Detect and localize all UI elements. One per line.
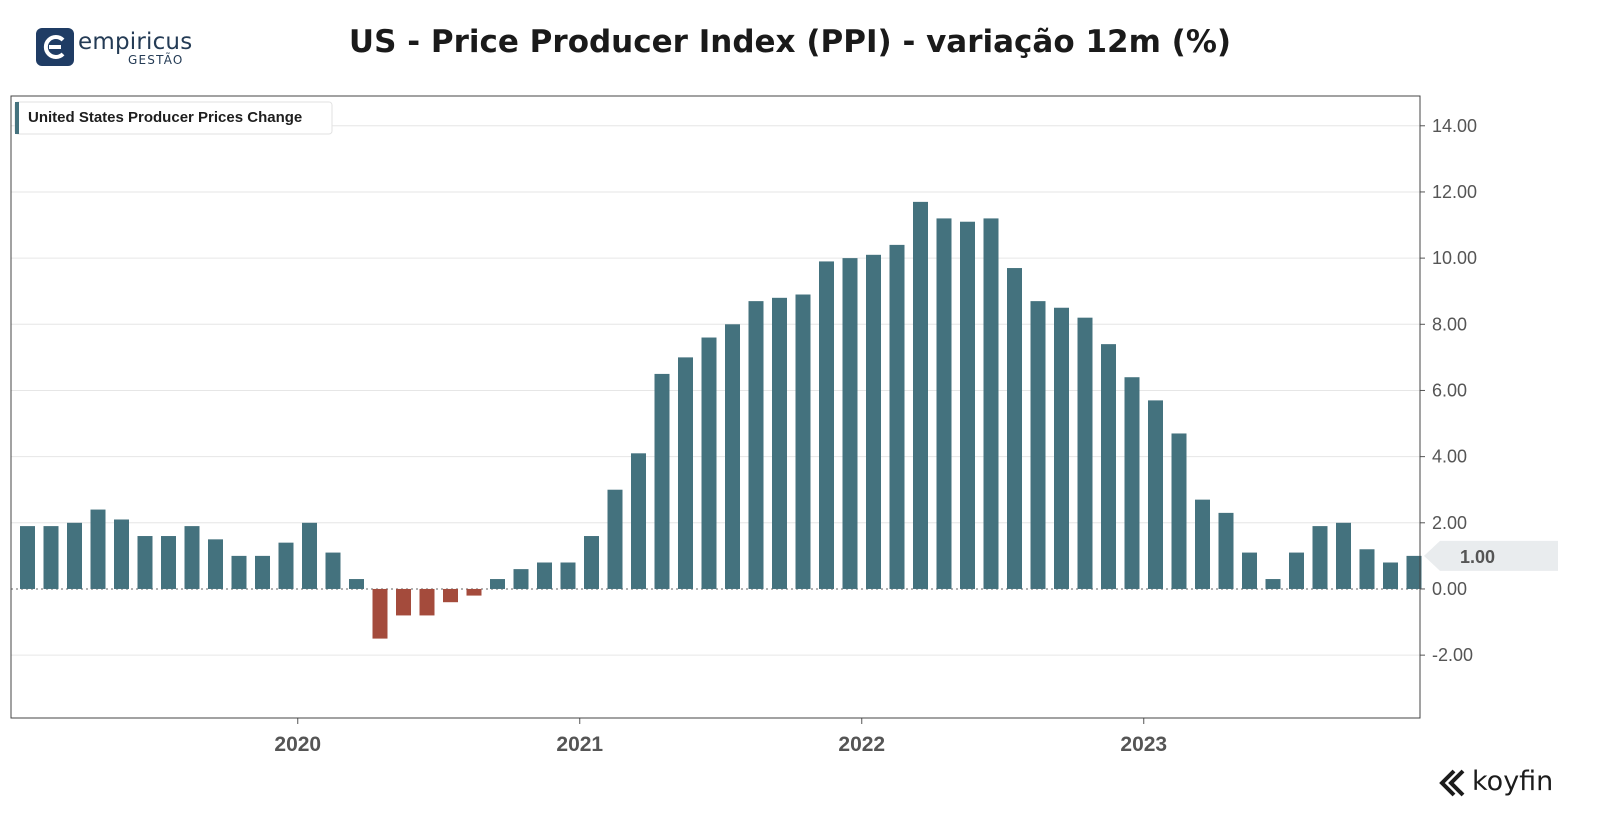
bar — [936, 218, 952, 589]
plot-frame — [10, 95, 1421, 719]
bar — [1124, 377, 1140, 589]
bar — [725, 324, 740, 589]
bar — [302, 522, 317, 589]
bar — [513, 569, 529, 589]
y-tick-label: -2.00 — [1432, 645, 1473, 665]
bar — [654, 373, 670, 589]
bar — [1195, 499, 1210, 589]
bar — [842, 258, 858, 589]
x-axis: 2020 2021 2022 2023 — [274, 718, 1167, 756]
bar — [607, 489, 623, 589]
x-tick-label: 2021 — [556, 733, 603, 756]
bar — [255, 555, 270, 589]
bar — [1383, 562, 1398, 589]
bar — [795, 294, 811, 589]
bar — [913, 201, 928, 589]
bar — [748, 301, 764, 589]
koyfin-brand: koyfin — [1438, 766, 1563, 800]
bar — [1242, 552, 1257, 589]
x-tick-label: 2022 — [838, 733, 885, 756]
logo-name: empiricus — [78, 29, 193, 55]
x-tick-label: 2020 — [274, 733, 321, 756]
bar — [584, 536, 599, 589]
bar — [1312, 526, 1328, 589]
bar — [90, 509, 106, 589]
bar — [20, 526, 35, 589]
bar — [537, 562, 552, 589]
bar — [1406, 555, 1422, 589]
bar — [443, 588, 458, 603]
bar — [43, 526, 59, 589]
y-tick-label: 8.00 — [1432, 314, 1467, 334]
bar — [231, 555, 247, 589]
bar — [137, 536, 153, 589]
bar — [1171, 433, 1187, 589]
bar — [1101, 344, 1116, 589]
y-tick-label: 6.00 — [1432, 380, 1467, 400]
bar — [1030, 301, 1046, 589]
bar — [466, 588, 482, 596]
last-value-label: 1.00 — [1460, 547, 1495, 567]
y-tick-label: 0.00 — [1432, 579, 1467, 599]
bar — [1148, 400, 1163, 589]
bar — [1054, 307, 1069, 589]
x-tick-label: 2023 — [1120, 733, 1167, 756]
bar-series — [20, 201, 1422, 639]
koyfin-logo-icon — [1439, 769, 1465, 797]
bar — [349, 579, 364, 589]
bar — [67, 522, 82, 589]
bar — [419, 588, 435, 616]
bar — [560, 562, 576, 589]
y-tick-label: 4.00 — [1432, 447, 1467, 467]
bar — [396, 588, 411, 616]
bar — [772, 297, 787, 589]
logo-subtitle: GESTÃO — [128, 53, 184, 67]
bar — [1077, 317, 1093, 589]
legend-swatch — [15, 102, 19, 134]
bar — [325, 552, 341, 589]
brand-name: koyfin — [1472, 766, 1554, 797]
bar — [372, 588, 388, 639]
bar — [1359, 549, 1375, 589]
bar — [490, 579, 505, 589]
y-axis: -2.00 0.00 2.00 4.00 6.00 8.00 10.00 12.00 14.00 — [1420, 116, 1477, 665]
bar — [1336, 522, 1351, 589]
bar — [960, 221, 975, 589]
bar — [983, 218, 999, 589]
y-tick-label: 2.00 — [1432, 513, 1467, 533]
bar — [278, 542, 294, 589]
bar — [889, 244, 905, 589]
y-tick-label: 10.00 — [1432, 248, 1477, 268]
bar — [678, 357, 693, 589]
bar — [114, 519, 129, 589]
bar — [701, 337, 717, 589]
bar — [631, 453, 646, 589]
bar — [184, 526, 200, 589]
bar — [1265, 579, 1281, 589]
empiricus-logo: empiricus GESTÃO — [36, 28, 206, 72]
y-tick-label: 14.00 — [1432, 116, 1477, 136]
bar — [161, 536, 176, 589]
last-value-badge-shape — [1424, 540, 1558, 571]
empiricus-logo-icon — [36, 28, 74, 66]
bar — [208, 539, 223, 589]
bar — [1007, 268, 1022, 589]
bar — [819, 261, 834, 589]
chart-title: US - Price Producer Index (PPI) - variaç… — [348, 24, 1232, 60]
legend-label: United States Producer Prices Change — [28, 109, 303, 126]
bar — [1218, 512, 1234, 589]
bar — [1289, 552, 1304, 589]
bar — [866, 254, 881, 589]
last-value-badge: 1.00 — [1424, 540, 1558, 571]
y-tick-label: 12.00 — [1432, 182, 1477, 202]
